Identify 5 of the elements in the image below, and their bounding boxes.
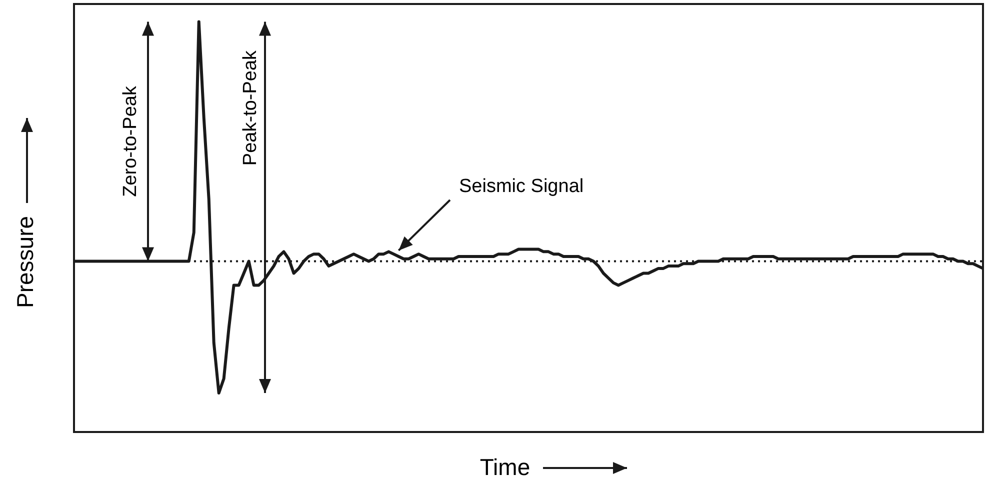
annotation: Zero-to-Peak <box>120 86 141 197</box>
x-axis-title: Time <box>480 454 530 480</box>
annotation: Peak-to-Peak <box>240 50 261 166</box>
y-axis-title: Pressure <box>12 216 38 308</box>
annotation: Seismic Signal <box>459 176 584 197</box>
